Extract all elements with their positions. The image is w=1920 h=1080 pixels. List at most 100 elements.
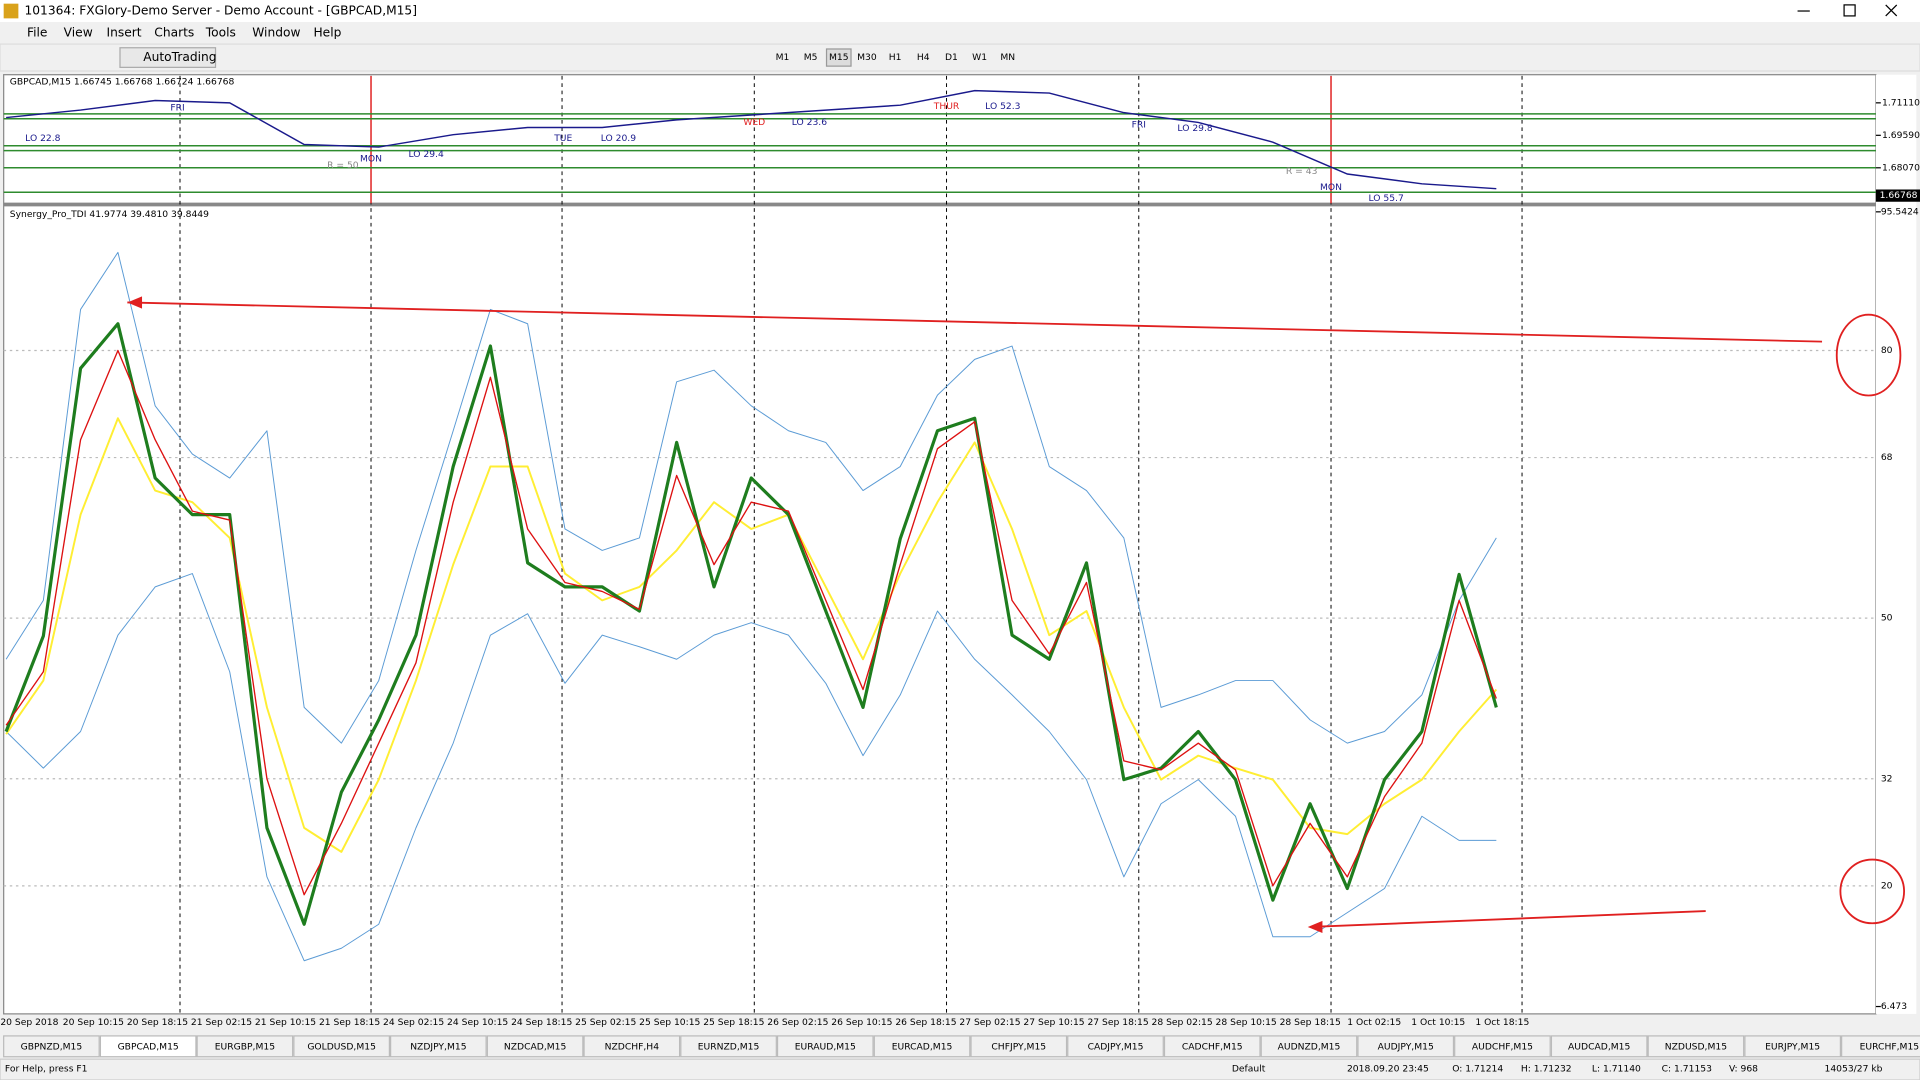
tab-label[interactable]: AUDNZD,M15 xyxy=(1278,1041,1341,1052)
autotrading-label[interactable]: AutoTrading xyxy=(143,50,216,64)
time-label: 25 Sep 10:15 xyxy=(639,1017,700,1028)
time-label: 25 Sep 18:15 xyxy=(703,1017,764,1028)
tab-label[interactable]: NZDCAD,M15 xyxy=(504,1041,567,1052)
time-label: 20 Sep 10:15 xyxy=(63,1017,124,1028)
price-annotation: LO 55.7 xyxy=(1368,193,1404,204)
tab-label[interactable]: GOLDUSD,M15 xyxy=(307,1041,376,1052)
menu-item[interactable]: Tools xyxy=(205,26,236,40)
tab-label[interactable]: CHFJPY,M15 xyxy=(991,1041,1046,1052)
tab[interactable] xyxy=(196,1035,294,1058)
price-annotation: THUR xyxy=(933,101,960,112)
timeframe-button[interactable]: M30 xyxy=(857,52,877,63)
tab-label[interactable]: NZDUSD,M15 xyxy=(1665,1041,1727,1052)
time-label: 24 Sep 10:15 xyxy=(447,1017,508,1028)
tab[interactable] xyxy=(1841,1035,1920,1058)
price-annotation: LO 29.4 xyxy=(408,149,444,160)
tab[interactable] xyxy=(680,1035,777,1058)
price-annotation: R = 43 xyxy=(1286,166,1318,177)
status-text: V: 968 xyxy=(1729,1063,1758,1074)
time-label: 28 Sep 02:15 xyxy=(1152,1017,1213,1028)
status-text: C: 1.71153 xyxy=(1662,1063,1713,1074)
tab[interactable] xyxy=(99,1035,197,1058)
tab[interactable] xyxy=(293,1035,390,1058)
time-label: 27 Sep 02:15 xyxy=(959,1017,1020,1028)
status-text: L: 1.71140 xyxy=(1592,1063,1641,1074)
price-annotation: LO 29.8 xyxy=(1177,123,1213,134)
tab-label[interactable]: NZDJPY,M15 xyxy=(410,1041,467,1052)
indicator-line xyxy=(5,417,1498,853)
tab-label[interactable]: CADCHF,M15 xyxy=(1182,1041,1243,1052)
tab-label[interactable]: GBPNZD,M15 xyxy=(21,1041,83,1052)
tab-label[interactable]: EURJPY,M15 xyxy=(1765,1041,1820,1052)
current-price-label: 1.66768 xyxy=(1880,190,1918,201)
tab-label[interactable]: EURCHF,M15 xyxy=(1860,1041,1920,1052)
tab[interactable] xyxy=(776,1035,874,1058)
menu-item[interactable]: Charts xyxy=(154,26,194,40)
tab-label[interactable]: NZDCHF,H4 xyxy=(605,1041,660,1052)
tab[interactable] xyxy=(970,1035,1068,1058)
time-label: 27 Sep 10:15 xyxy=(1023,1017,1084,1028)
menu-item[interactable]: Help xyxy=(313,26,341,40)
indicator-label: Synergy_Pro_TDI 41.9774 39.4810 39.8449 xyxy=(10,209,209,220)
menu-item[interactable]: File xyxy=(27,26,47,40)
tab-label[interactable]: EURAUD,M15 xyxy=(795,1041,856,1052)
tab[interactable] xyxy=(873,1035,971,1058)
menu-item[interactable]: Window xyxy=(252,26,300,40)
time-label: 26 Sep 18:15 xyxy=(895,1017,956,1028)
tab[interactable] xyxy=(1260,1035,1358,1058)
tab[interactable] xyxy=(3,1035,100,1058)
price-line xyxy=(6,89,1497,190)
time-label: 24 Sep 02:15 xyxy=(383,1017,444,1028)
price-tick-label: 1.68070 xyxy=(1882,162,1920,173)
tab[interactable] xyxy=(486,1035,584,1058)
tab[interactable] xyxy=(1550,1035,1648,1058)
tab[interactable] xyxy=(1744,1035,1842,1058)
status-text: 2018.09.20 23:45 xyxy=(1347,1063,1429,1074)
timeframe-button[interactable]: H1 xyxy=(889,52,902,63)
toolbar xyxy=(0,43,1920,72)
arrow-head xyxy=(1307,920,1323,934)
timeframe-active[interactable] xyxy=(825,48,852,67)
timeframe-button[interactable]: M15 xyxy=(829,52,849,63)
timeframe-button[interactable]: MN xyxy=(1000,52,1015,63)
status-text: H: 1.71232 xyxy=(1521,1063,1572,1074)
tab[interactable] xyxy=(1357,1035,1455,1058)
tab[interactable] xyxy=(1163,1035,1261,1058)
window-title: 101364: FXGlory-Demo Server - Demo Accou… xyxy=(24,4,416,18)
tab-label[interactable]: AUDCHF,M15 xyxy=(1472,1041,1533,1052)
circle xyxy=(1835,313,1902,397)
tab[interactable] xyxy=(583,1035,681,1058)
time-label: 27 Sep 18:15 xyxy=(1087,1017,1148,1028)
tab-label[interactable]: GBPCAD,M15 xyxy=(118,1041,179,1052)
tab[interactable] xyxy=(1647,1035,1745,1058)
tab[interactable] xyxy=(1067,1035,1164,1058)
timeframe-button[interactable]: H4 xyxy=(917,52,930,63)
indicator-line xyxy=(5,349,1497,896)
tab-label[interactable]: EURCAD,M15 xyxy=(892,1041,953,1052)
price-annotation: MON xyxy=(1320,182,1342,193)
tab-label[interactable]: EURGBP,M15 xyxy=(215,1041,275,1052)
timeframe-button[interactable]: M5 xyxy=(804,52,818,63)
tab[interactable] xyxy=(1454,1035,1551,1058)
menu-item[interactable]: View xyxy=(64,26,93,40)
price-annotation: R = 50 xyxy=(327,160,359,171)
price-annotation: TUE xyxy=(553,133,572,144)
tab-label[interactable]: AUDCAD,M15 xyxy=(1568,1041,1630,1052)
tab[interactable] xyxy=(390,1035,487,1058)
tab-label[interactable]: CADJPY,M15 xyxy=(1088,1041,1144,1052)
timeframe-button[interactable]: D1 xyxy=(945,52,958,63)
tab-label[interactable]: EURNZD,M15 xyxy=(698,1041,760,1052)
time-label: 21 Sep 18:15 xyxy=(319,1017,380,1028)
menu-item[interactable]: Insert xyxy=(107,26,142,40)
chart-area xyxy=(3,74,1877,1015)
timeframe-button[interactable]: W1 xyxy=(972,52,987,63)
time-label: 20 Sep 18:15 xyxy=(127,1017,188,1028)
arrow xyxy=(1310,910,1706,928)
autotrading-button[interactable] xyxy=(119,47,217,68)
close[interactable] xyxy=(1885,4,1898,17)
status-text: 14053/27 kb xyxy=(1824,1063,1882,1074)
current-price-box xyxy=(1875,189,1920,202)
tab-label[interactable]: AUDJPY,M15 xyxy=(1378,1041,1434,1052)
timeframe-button[interactable]: M1 xyxy=(776,52,790,63)
maximize[interactable] xyxy=(1843,4,1856,17)
